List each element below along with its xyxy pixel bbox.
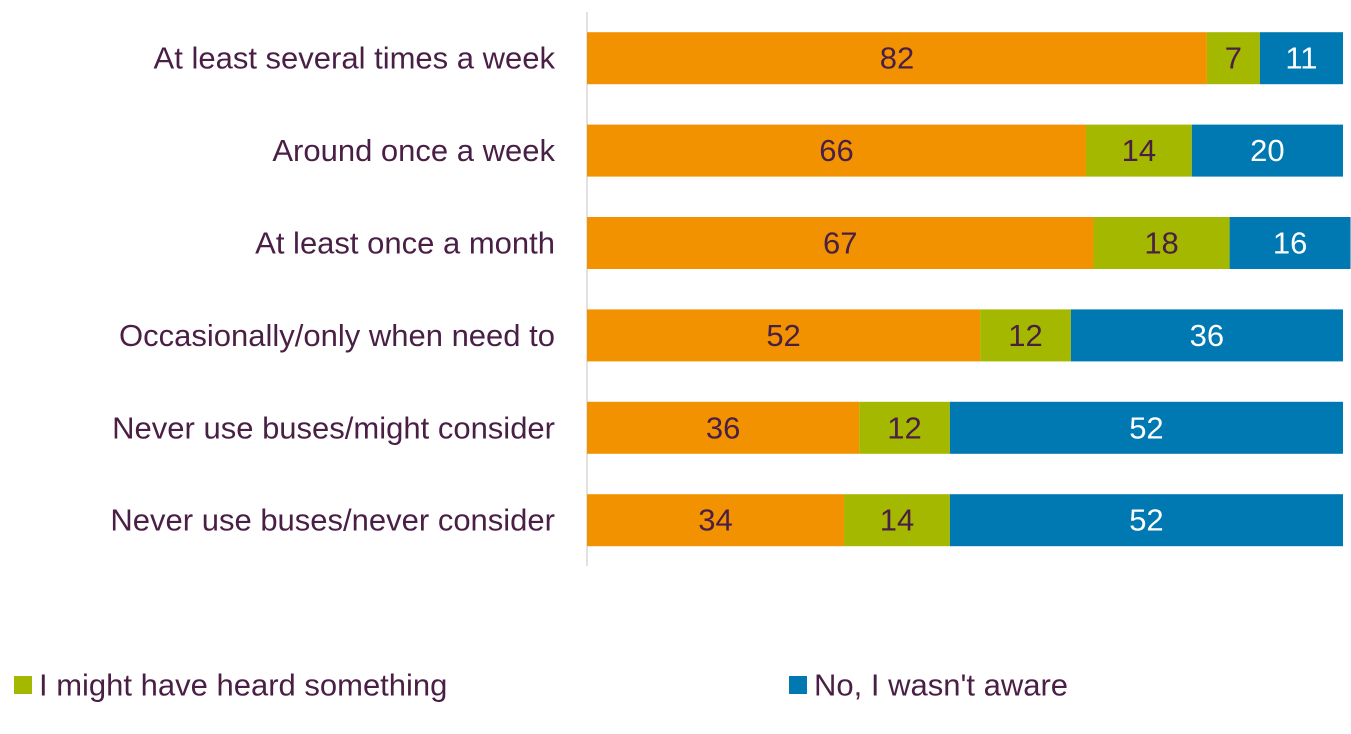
category-label: Occasionally/only when need to xyxy=(119,318,555,353)
bar-segment xyxy=(587,401,860,454)
data-label: 14 xyxy=(880,503,914,538)
bar-segment xyxy=(587,124,1086,177)
data-label: 67 xyxy=(823,226,857,261)
bar-segment xyxy=(844,494,950,547)
bar-segment xyxy=(1191,124,1343,177)
bar-segment xyxy=(859,401,950,454)
data-label: 36 xyxy=(1190,318,1224,353)
data-label: 52 xyxy=(766,318,800,353)
data-label: 7 xyxy=(1225,41,1242,76)
category-label: At least once a month xyxy=(255,226,555,261)
data-label: 36 xyxy=(706,410,740,445)
data-label: 52 xyxy=(1129,410,1163,445)
category-labels: At least several times a week Around once… xyxy=(110,41,555,538)
data-label: 66 xyxy=(819,133,853,168)
bar-segment xyxy=(1229,217,1351,269)
data-label: 18 xyxy=(1144,226,1178,261)
data-label: 12 xyxy=(887,410,921,445)
data-label: 82 xyxy=(880,41,914,76)
legend-label: I might have heard something xyxy=(39,668,447,703)
bar-segment xyxy=(1093,217,1230,269)
bar-segment xyxy=(587,309,981,362)
bar-segment xyxy=(949,401,1343,454)
category-label: Around once a week xyxy=(272,133,555,168)
legend: I might have heard something No, I wasn't… xyxy=(14,668,1068,703)
bar-segment xyxy=(587,32,1207,85)
legend-label: No, I wasn't aware xyxy=(814,668,1068,703)
legend-swatch xyxy=(789,676,807,694)
bar-segment xyxy=(587,217,1094,269)
bar-segment xyxy=(1070,309,1343,362)
data-label: 12 xyxy=(1008,318,1042,353)
legend-swatch xyxy=(14,676,32,694)
bar-segment xyxy=(1085,124,1192,177)
category-label: Never use buses/might consider xyxy=(112,410,555,445)
bar-segment xyxy=(949,494,1343,547)
bar-segments: 82 7 11 66 14 20 67 18 16 52 12 36 36 12 52 34 14 52 xyxy=(587,32,1351,547)
bar-segment xyxy=(1206,32,1260,85)
data-label: 11 xyxy=(1285,41,1317,76)
category-label: At least several times a week xyxy=(154,41,556,76)
category-label: Never use buses/never consider xyxy=(110,503,555,538)
data-label: 34 xyxy=(698,503,732,538)
data-label: 16 xyxy=(1273,226,1307,261)
bar-segment xyxy=(587,494,845,547)
data-label: 52 xyxy=(1129,503,1163,538)
bar-segment xyxy=(980,309,1071,362)
data-label: 14 xyxy=(1122,133,1156,168)
bar-segment xyxy=(1259,32,1343,85)
data-label: 20 xyxy=(1250,133,1284,168)
